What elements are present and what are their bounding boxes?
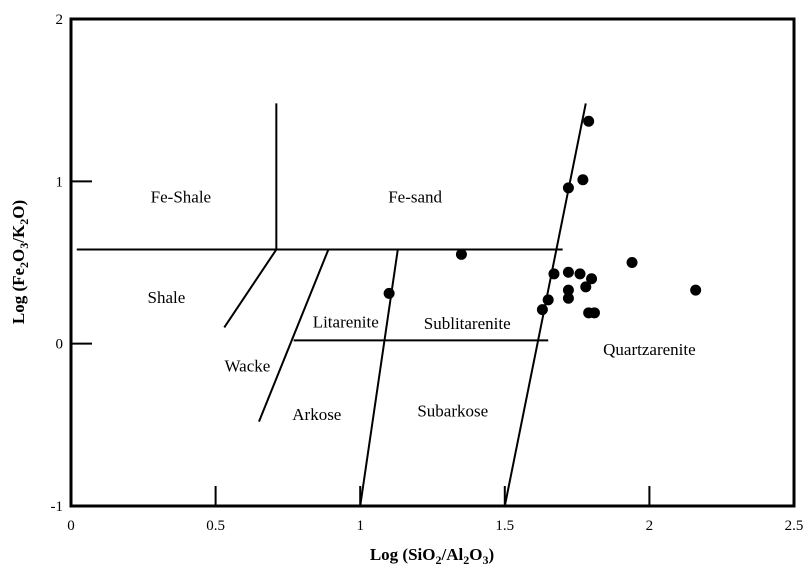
- field-label-litarenite: Litarenite: [313, 312, 379, 331]
- data-point: [580, 281, 592, 293]
- data-point: [562, 266, 574, 278]
- x-tick-label: 0: [67, 518, 75, 534]
- plot-frame: [69, 17, 796, 508]
- x-tick-label: 2.5: [785, 518, 804, 534]
- axis-ticks: [70, 18, 795, 507]
- x-tick-label: 1.5: [495, 518, 514, 534]
- quartzarenite-boundary: [503, 103, 587, 507]
- field-labels: Fe-Shale Fe-sand Shale Litarenite Sublitaren…: [148, 187, 696, 424]
- field-label-wacke: Wacke: [224, 356, 270, 375]
- data-point: [562, 292, 574, 304]
- data-point: [588, 307, 600, 319]
- field-label-sublitarenite: Sublitarenite: [424, 314, 511, 333]
- field-label-fe-shale: Fe-Shale: [151, 187, 211, 206]
- data-point: [577, 174, 589, 186]
- x-tick-label: 0.5: [206, 518, 225, 534]
- x-axis-title: Log (SiO2/Al2O3): [370, 545, 494, 567]
- data-point: [542, 294, 554, 306]
- y-tick-label: 2: [56, 12, 64, 28]
- data-point: [536, 304, 548, 316]
- data-point: [574, 268, 586, 280]
- data-point: [455, 248, 467, 260]
- data-point: [690, 284, 702, 296]
- field-label-quartzarenite: Quartzarenite: [603, 340, 696, 359]
- data-points: [383, 115, 702, 319]
- y-tick-label: -1: [51, 499, 64, 515]
- data-point: [548, 268, 560, 280]
- data-point: [583, 115, 595, 127]
- y-tick-label: 1: [56, 174, 64, 190]
- data-point: [626, 257, 638, 268]
- field-label-shale: Shale: [148, 288, 186, 307]
- wacke-arkose-boundary: [258, 249, 330, 422]
- field-label-arkose: Arkose: [292, 405, 341, 424]
- y-axis-title: Log (Fe2O3/K2O): [9, 200, 31, 324]
- data-point: [562, 284, 574, 296]
- y-tick-label: 0: [56, 337, 64, 353]
- field-label-fe-sand: Fe-sand: [388, 187, 442, 206]
- x-tick-label: 2: [646, 518, 654, 534]
- x-tick-label: 1: [356, 518, 364, 534]
- litarenite-sublitarenite-boundary: [359, 249, 399, 507]
- field-label-subarkose: Subarkose: [417, 402, 488, 421]
- data-point: [562, 182, 574, 194]
- shale-wacke-boundary: [223, 248, 278, 328]
- data-point: [586, 273, 598, 285]
- data-point: [383, 287, 395, 299]
